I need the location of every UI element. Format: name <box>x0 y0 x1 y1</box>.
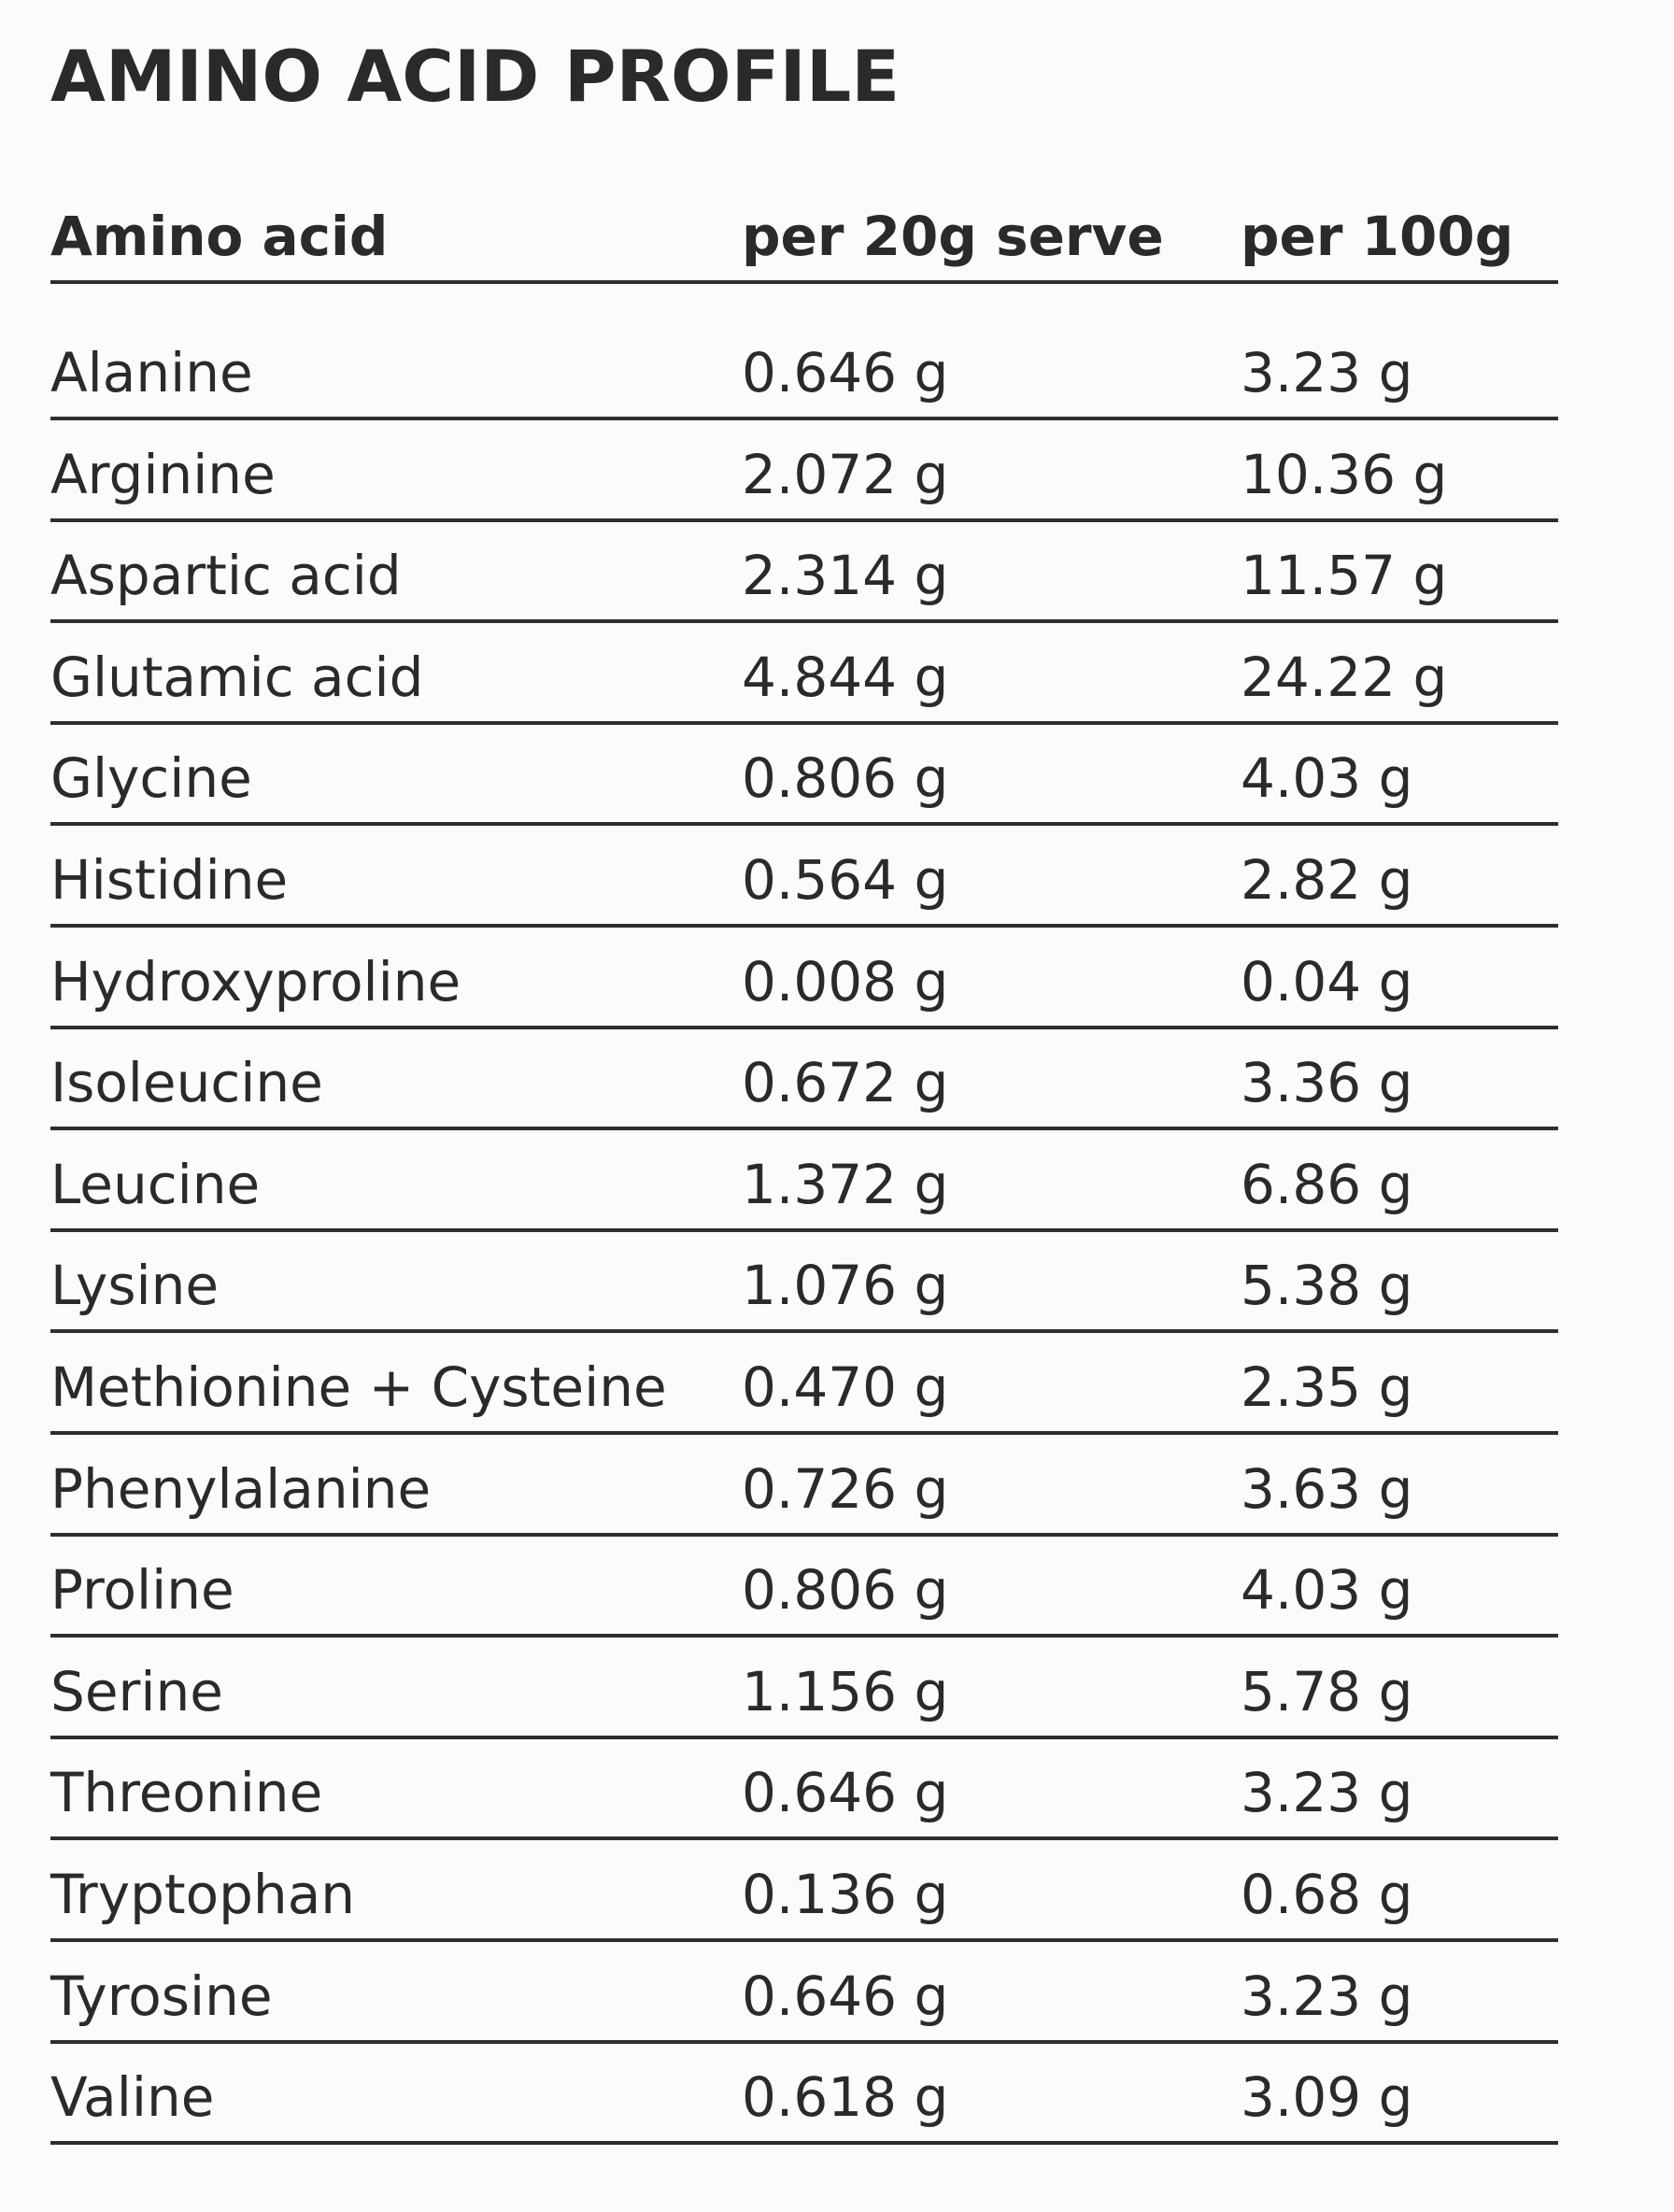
amino-acid-name: Isoleucine <box>50 1051 323 1115</box>
row-rule <box>50 1025 1558 1029</box>
amount: 1.372 g <box>742 1152 949 1216</box>
amino-acid-name: Valine <box>50 2065 215 2130</box>
row-rule <box>50 2039 1558 2044</box>
amount: 0.806 g <box>742 1558 949 1623</box>
amount: 0.646 g <box>742 1761 949 1825</box>
header-rule <box>50 280 1558 284</box>
amino-acid-name: Serine <box>50 1659 223 1723</box>
amount: 11.57 g <box>1241 544 1448 608</box>
row-rule <box>50 1127 1558 1131</box>
row-rule <box>50 1735 1558 1739</box>
amino-acid-name: Aspartic acid <box>50 544 402 608</box>
amino-acid-name: Histidine <box>50 848 289 912</box>
amino-acid-name: Tyrosine <box>50 1964 273 2028</box>
amount: 3.23 g <box>1241 341 1413 404</box>
amount: 10.36 g <box>1241 442 1448 506</box>
amount: 1.156 g <box>742 1659 949 1723</box>
row-rule <box>50 1836 1558 1841</box>
amino-acid-name: Glutamic acid <box>50 645 424 709</box>
row-rule <box>50 2141 1558 2146</box>
row-rule <box>50 1634 1558 1638</box>
row-rule <box>50 924 1558 928</box>
amount: 2.314 g <box>742 544 949 608</box>
amount: 0.564 g <box>742 848 949 912</box>
amount: 1.076 g <box>742 1254 949 1318</box>
amount: 0.04 g <box>1241 949 1413 1014</box>
row-rule <box>50 1227 1558 1232</box>
amino-acid-name: Alanine <box>50 341 253 404</box>
amount: 2.072 g <box>742 442 949 506</box>
row-rule <box>50 417 1558 420</box>
column-header: Amino acid <box>50 205 389 268</box>
amino-acid-name: Arginine <box>50 442 276 506</box>
amino-acid-name: Lysine <box>50 1254 220 1318</box>
amount: 5.78 g <box>1241 1659 1413 1723</box>
amount: 0.68 g <box>1241 1863 1413 1926</box>
amino-acid-name: Tryptophan <box>50 1863 355 1926</box>
amount: 3.23 g <box>1241 1761 1413 1825</box>
amount: 6.86 g <box>1241 1152 1413 1216</box>
amount: 0.008 g <box>742 949 949 1014</box>
column-header: per 100g <box>1241 205 1514 268</box>
amount: 4.844 g <box>742 645 949 709</box>
row-rule <box>50 518 1558 522</box>
amount: 5.38 g <box>1241 1254 1413 1318</box>
title: AMINO ACID PROFILE <box>50 35 901 118</box>
amino-acid-name: Hydroxyproline <box>50 949 461 1014</box>
row-rule <box>50 1532 1558 1537</box>
amount: 0.136 g <box>742 1863 949 1926</box>
amount: 3.09 g <box>1241 2065 1413 2130</box>
amino-acid-name: Threonine <box>50 1761 323 1825</box>
row-rule <box>50 619 1558 624</box>
row-rule <box>50 1329 1558 1334</box>
amount: 2.35 g <box>1241 1355 1413 1419</box>
amount: 0.470 g <box>742 1355 949 1419</box>
amount: 0.726 g <box>742 1456 949 1521</box>
amino-acid-name: Leucine <box>50 1152 261 1216</box>
amino-acid-name: Methionine + Cysteine <box>50 1355 667 1419</box>
amount: 24.22 g <box>1241 645 1448 709</box>
amino-acid-name: Phenylalanine <box>50 1456 432 1521</box>
amount: 3.36 g <box>1241 1051 1413 1115</box>
row-rule <box>50 1431 1558 1435</box>
row-rule <box>50 1938 1558 1942</box>
amount: 4.03 g <box>1241 1558 1413 1623</box>
amount: 0.672 g <box>742 1051 949 1115</box>
amount: 0.646 g <box>742 1964 949 2028</box>
amino-acid-name: Proline <box>50 1558 234 1623</box>
amino-acid-name: Glycine <box>50 746 252 811</box>
amount: 0.618 g <box>742 2065 949 2130</box>
amount: 2.82 g <box>1241 848 1413 912</box>
amount: 0.806 g <box>742 746 949 811</box>
amount: 0.646 g <box>742 341 949 404</box>
row-rule <box>50 822 1558 827</box>
column-header: per 20g serve <box>742 205 1164 268</box>
amount: 4.03 g <box>1241 746 1413 811</box>
amount: 3.23 g <box>1241 1964 1413 2028</box>
amount: 3.63 g <box>1241 1456 1413 1521</box>
row-rule <box>50 720 1558 725</box>
